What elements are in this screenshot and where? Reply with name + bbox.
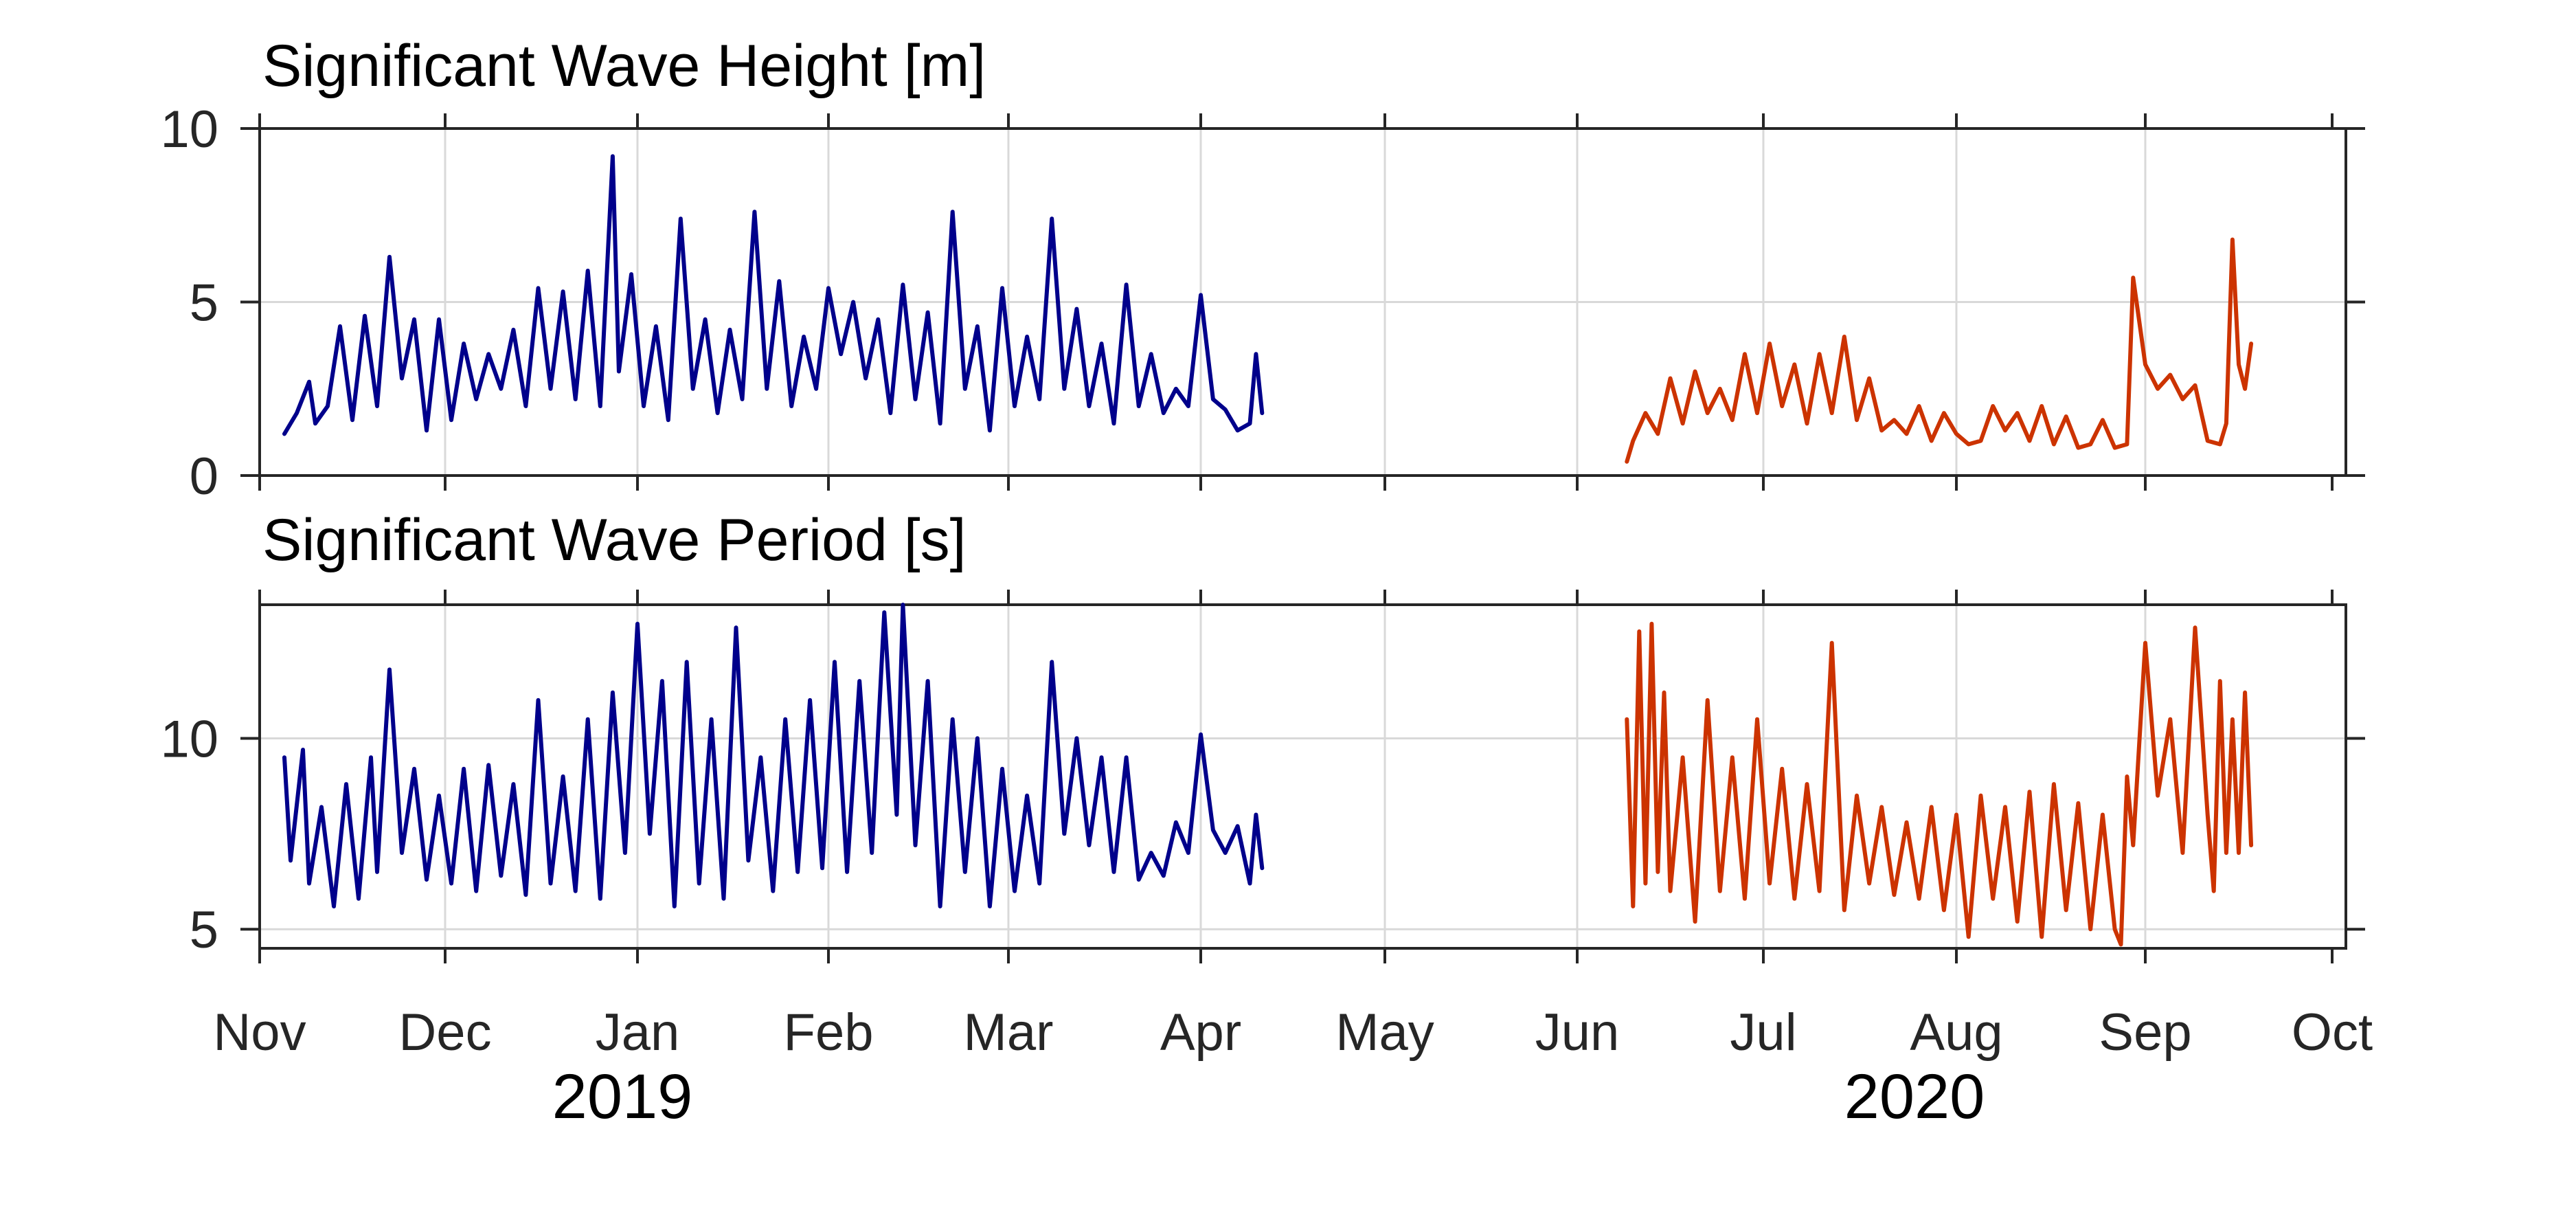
x-tick-label: Feb	[784, 1003, 874, 1062]
x-tick-label: Mar	[964, 1003, 1054, 1062]
series-line-2020	[1625, 237, 2254, 464]
x-tick-label: May	[1335, 1003, 1434, 1062]
x-tick-label: Jul	[1730, 1003, 1796, 1062]
x-tick-label: Dec	[398, 1003, 491, 1062]
axes-box	[258, 127, 2347, 477]
y-tick-label: 10	[160, 100, 218, 159]
x-tick-label: Jun	[1535, 1003, 1620, 1062]
x-tick-label: Nov	[213, 1003, 306, 1062]
x-tick-label: Apr	[1160, 1003, 1241, 1062]
y-tick-label: 5	[190, 901, 218, 959]
series-line-2019	[282, 154, 1265, 436]
series-line-2020	[1625, 621, 2254, 947]
year-label-left: 2019	[552, 1062, 693, 1132]
y-tick-label: 10	[160, 710, 218, 768]
year-label-right: 2020	[1844, 1062, 1985, 1132]
axes-box	[258, 603, 2347, 950]
x-tick-label: Aug	[1910, 1003, 2002, 1062]
x-tick-label: Sep	[2099, 1003, 2191, 1062]
series-line-2019	[282, 603, 1265, 908]
x-tick-label: Jan	[596, 1003, 680, 1062]
y-tick-label: 0	[190, 447, 218, 506]
y-tick-label: 5	[190, 274, 218, 333]
x-tick-label: Oct	[2292, 1003, 2373, 1062]
panel-title: Significant Wave Period [s]	[262, 507, 966, 573]
panel-title: Significant Wave Height [m]	[262, 33, 986, 99]
